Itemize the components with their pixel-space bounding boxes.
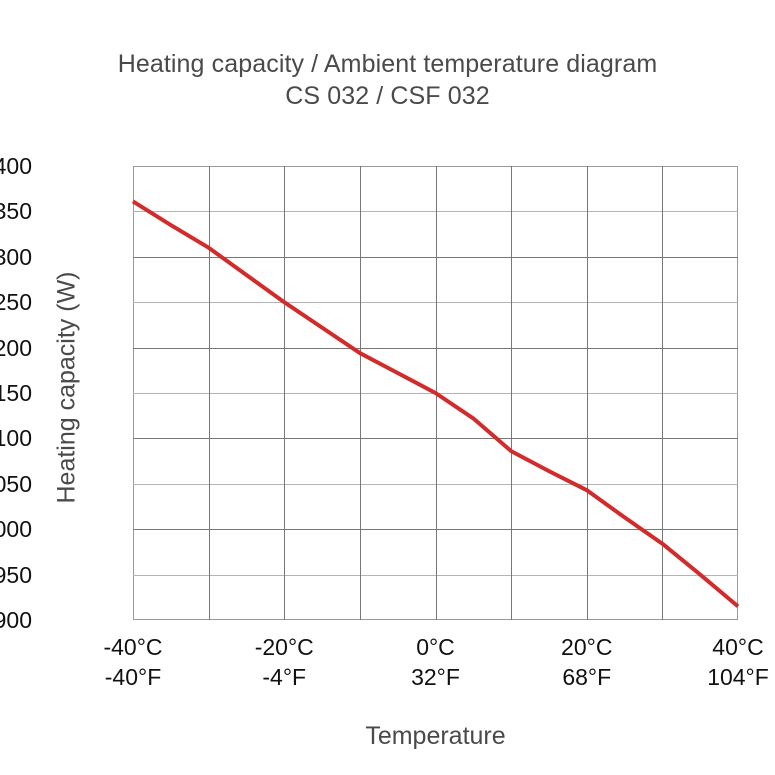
gridline-horizontal	[133, 575, 738, 576]
x-tick-fahrenheit: -4°F	[262, 664, 307, 690]
y-axis-tick-label: 1350	[0, 198, 32, 225]
gridline-vertical	[662, 166, 663, 620]
gridline-horizontal	[133, 484, 738, 485]
y-axis-tick-label: 1250	[0, 289, 32, 316]
gridline-horizontal	[133, 348, 738, 349]
y-axis-tick-label: 1200	[0, 334, 32, 361]
x-axis-label: Temperature	[365, 722, 506, 750]
y-axis-tick-label: 1150	[0, 380, 32, 406]
x-axis-tick-label: -40°C -40°F	[53, 632, 213, 692]
gridline-horizontal	[133, 211, 738, 212]
y-axis-tick-label: 1000	[0, 516, 32, 543]
x-tick-celsius: -40°C	[103, 634, 163, 660]
plot-area	[131, 166, 740, 620]
y-axis-tick-label: 900	[0, 607, 32, 633]
x-axis-tick-label: 0°C 32°F	[356, 632, 516, 692]
y-axis-label: Heating capacity (W)	[52, 271, 81, 504]
y-axis-tick-label: 950	[0, 561, 32, 588]
gridline-vertical	[209, 166, 210, 620]
y-axis-tick-label: 1400	[0, 153, 32, 179]
gridline-vertical	[284, 166, 285, 620]
gridline-horizontal	[133, 302, 738, 303]
gridline-vertical	[360, 166, 361, 620]
x-tick-celsius: 20°C	[561, 634, 613, 660]
series-line-heating-capacity	[131, 199, 740, 608]
y-axis-tick-label: 1050	[0, 470, 32, 497]
y-axis-tick-label: 1100	[0, 425, 32, 452]
x-axis-tick-label: 20°C 68°F	[507, 632, 667, 692]
x-axis-tick-label: -20°C -4°F	[204, 632, 364, 692]
gridline-vertical	[511, 166, 512, 620]
x-tick-celsius: 40°C	[712, 634, 764, 660]
x-axis-tick-label: 40°C 104°F	[658, 632, 775, 692]
gridline-horizontal	[133, 529, 738, 530]
x-tick-celsius: 0°C	[416, 634, 455, 660]
chart-subtitle: CS 032 / CSF 032	[285, 82, 490, 110]
y-axis-tick-label: 1300	[0, 243, 32, 270]
x-tick-fahrenheit: 104°F	[707, 664, 769, 690]
x-tick-fahrenheit: 68°F	[562, 664, 612, 690]
series-line	[131, 199, 740, 608]
gridline-horizontal	[133, 438, 738, 439]
gridline-horizontal	[133, 257, 738, 258]
x-tick-fahrenheit: 32°F	[411, 664, 460, 690]
x-tick-celsius: -20°C	[254, 634, 314, 660]
gridline-vertical	[587, 166, 588, 620]
chart-title-line1: Heating capacity / Ambient temperature d…	[117, 50, 658, 78]
x-tick-fahrenheit: -40°F	[104, 664, 162, 690]
chart-title: Heating capacity / Ambient temperature d…	[0, 48, 775, 112]
